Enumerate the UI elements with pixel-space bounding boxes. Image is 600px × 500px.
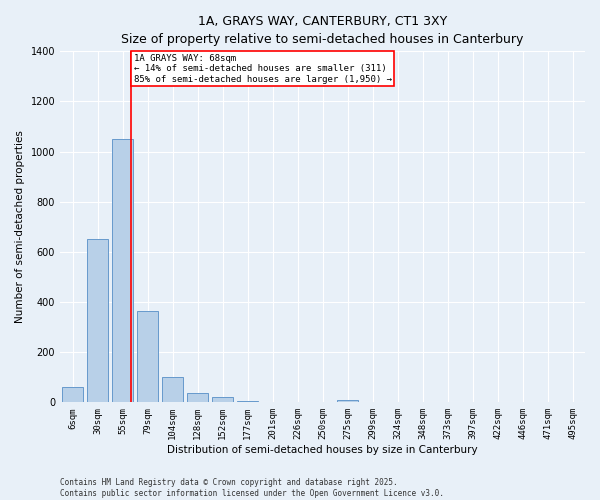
Title: 1A, GRAYS WAY, CANTERBURY, CT1 3XY
Size of property relative to semi-detached ho: 1A, GRAYS WAY, CANTERBURY, CT1 3XY Size …	[121, 15, 524, 46]
Bar	[62, 387, 83, 402]
Bar	[237, 401, 258, 402]
X-axis label: Distribution of semi-detached houses by size in Canterbury: Distribution of semi-detached houses by …	[167, 445, 478, 455]
Y-axis label: Number of semi-detached properties: Number of semi-detached properties	[15, 130, 25, 324]
Bar	[187, 393, 208, 402]
Bar	[212, 398, 233, 402]
Bar	[112, 139, 133, 402]
Bar	[87, 240, 108, 402]
Bar	[137, 311, 158, 402]
Text: Contains HM Land Registry data © Crown copyright and database right 2025.
Contai: Contains HM Land Registry data © Crown c…	[60, 478, 444, 498]
Bar	[337, 400, 358, 402]
Bar	[162, 377, 183, 402]
Text: 1A GRAYS WAY: 68sqm
← 14% of semi-detached houses are smaller (311)
85% of semi-: 1A GRAYS WAY: 68sqm ← 14% of semi-detach…	[134, 54, 392, 84]
